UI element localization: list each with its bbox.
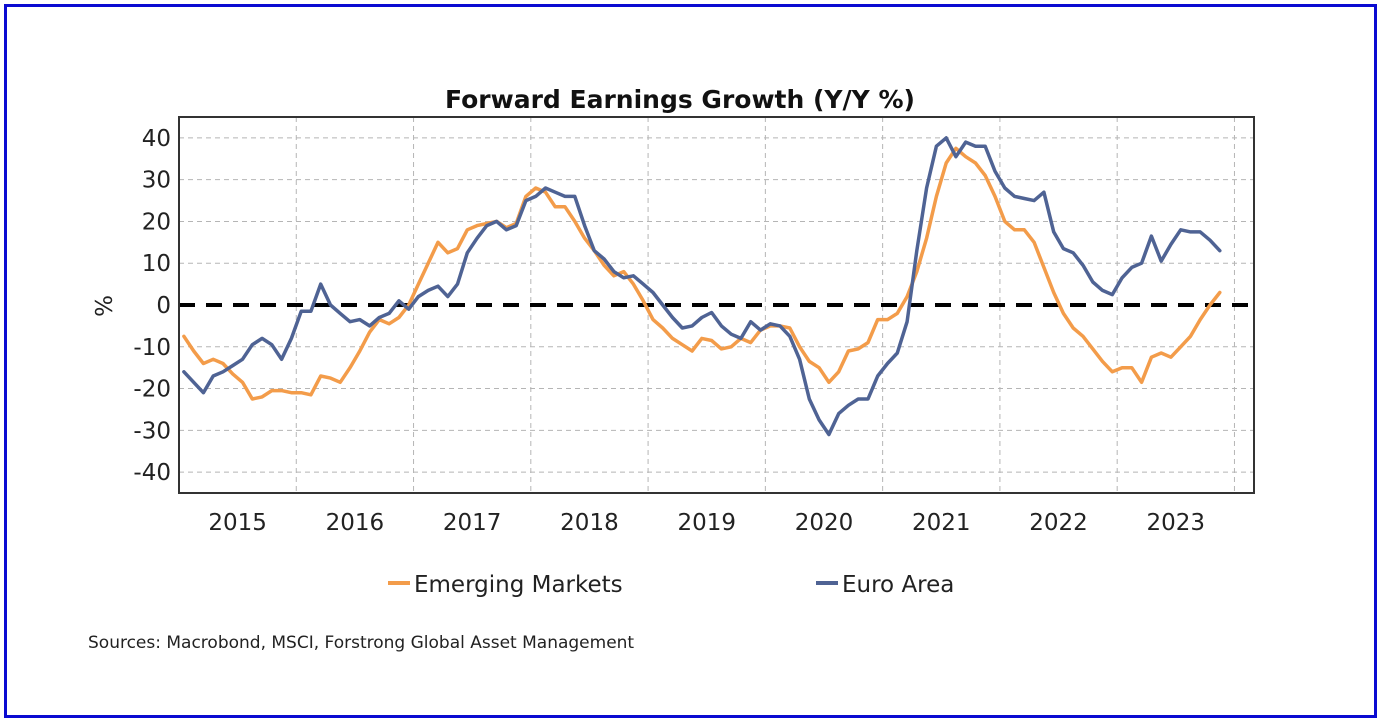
x-tick-label: 2019: [677, 510, 736, 536]
y-tick-label: 30: [142, 168, 171, 194]
y-axis-label: %: [92, 295, 118, 317]
y-tick-label: 0: [156, 293, 171, 319]
x-tick-label: 2020: [795, 510, 854, 536]
y-tick-label: 40: [142, 126, 171, 152]
chart-title: Forward Earnings Growth (Y/Y %): [445, 85, 915, 114]
legend-label: Emerging Markets: [414, 572, 623, 598]
x-tick-label: 2015: [208, 510, 267, 536]
source-note: Sources: Macrobond, MSCI, Forstrong Glob…: [88, 633, 634, 653]
y-tick-label: -20: [133, 377, 171, 403]
x-tick-label: 2021: [912, 510, 971, 536]
y-tick-label: -40: [133, 460, 171, 486]
x-tick-label: 2022: [1029, 510, 1088, 536]
series-line-euro-area: [182, 136, 1222, 437]
series-lines: [182, 136, 1222, 437]
plot-border: [178, 116, 1255, 494]
y-tick-label: -10: [133, 335, 171, 361]
x-tick-label: 2018: [560, 510, 619, 536]
y-tick-label: -30: [133, 418, 171, 444]
series-line-emerging-markets: [182, 146, 1222, 401]
legend-label: Euro Area: [842, 572, 954, 598]
x-axis-ticks: 2015 2016 2017 2018 2019 2020 2021 2022 2023: [208, 510, 1205, 536]
y-axis-ticks: 40 30 20 10 0 -10 -20 -30 -40: [133, 126, 171, 486]
legend: Emerging Markets Euro Area: [388, 572, 954, 598]
y-tick-label: 10: [142, 251, 171, 277]
x-tick-label: 2023: [1147, 510, 1206, 536]
x-tick-label: 2017: [443, 510, 502, 536]
grid: [179, 117, 1254, 493]
y-tick-label: 20: [142, 209, 171, 235]
x-tick-label: 2016: [326, 510, 385, 536]
